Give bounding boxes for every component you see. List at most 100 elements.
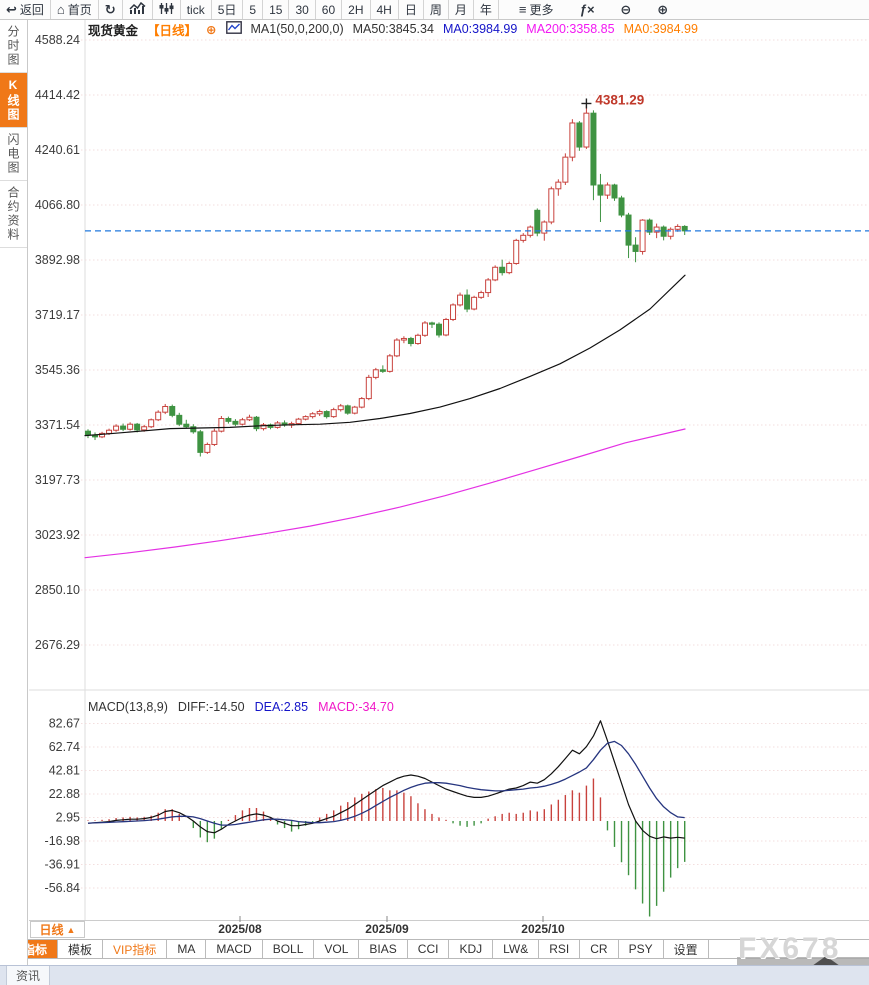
zoom-out-icon: ⊖: [620, 2, 632, 17]
back-arrow-icon: ↩: [6, 2, 17, 17]
toolbar-period-week-button[interactable]: 周: [424, 0, 449, 19]
macd-header-segment-0: MACD(13,8,9): [88, 699, 168, 714]
candlestick-icon: [159, 2, 174, 17]
menu-icon: ≡: [518, 2, 527, 17]
period-selector[interactable]: 日线 ▲: [30, 921, 85, 938]
home-icon: ⌂: [56, 2, 65, 17]
toolbar-period-30-label: 30: [295, 2, 309, 17]
indicator-tab-cr[interactable]: CR: [580, 940, 619, 958]
svg-text:-16.98: -16.98: [45, 834, 80, 848]
chart-frame: [29, 20, 869, 921]
macd-header-segment-2: DEA:2.85: [254, 699, 309, 714]
svg-text:3719.17: 3719.17: [35, 308, 80, 322]
indicator-tab-settings[interactable]: 设置: [664, 940, 709, 958]
period-selector-label: 日线: [39, 923, 64, 937]
indicator-tab-vip-indicators[interactable]: VIP指标: [103, 940, 168, 958]
svg-text:2025/08: 2025/08: [218, 922, 262, 936]
svg-text:2025/10: 2025/10: [521, 922, 565, 936]
svg-text:22.88: 22.88: [49, 787, 80, 801]
toolbar-period-30-button[interactable]: 30: [289, 0, 316, 19]
svg-text:4381.29: 4381.29: [595, 92, 644, 107]
svg-text:62.74: 62.74: [49, 740, 80, 754]
price-header-segment-7: MA200:3358.85: [526, 22, 615, 36]
svg-text:3023.92: 3023.92: [35, 528, 80, 542]
toolbar-period-year-button[interactable]: 年: [474, 0, 499, 19]
toolbar-back-button[interactable]: ↩ 返回: [0, 0, 51, 19]
watermark-triangle-icon: [812, 956, 840, 966]
indicator-tab-templates[interactable]: 模板: [58, 940, 104, 958]
toolbar-zoom-out-button[interactable]: ⊖: [614, 0, 637, 19]
toolbar-more-button[interactable]: ≡ 更多: [513, 0, 560, 19]
indicator-tab-ma[interactable]: MA: [167, 940, 207, 958]
svg-text:2025/09: 2025/09: [365, 922, 409, 936]
price-header-segment-1: 【日线】: [147, 23, 198, 38]
chart-type-sidebar: 分时图 K线图 闪电图 合约资料: [0, 20, 28, 966]
macd-dea-line: [87, 740, 685, 826]
macd-histogram: [87, 778, 686, 917]
status-bar: 资讯: [0, 965, 869, 985]
toolbar-period-2h-button[interactable]: 2H: [342, 0, 371, 19]
news-tab[interactable]: 资讯: [6, 966, 50, 985]
macd-header: MACD(13,8,9) DIFF:-14.50 DEA:2.85 MACD:-34.…: [88, 699, 394, 714]
toolbar-period-60-button[interactable]: 60: [316, 0, 343, 19]
toolbar-back-label: 返回: [19, 3, 44, 17]
toolbar-period-day-button[interactable]: 日: [399, 0, 424, 19]
svg-text:82.67: 82.67: [49, 717, 80, 731]
mini-chart-icon: [225, 21, 242, 37]
toolbar-period-5-button[interactable]: 5: [243, 0, 264, 19]
toolbar-period-15-button[interactable]: 15: [263, 0, 290, 19]
ma200-line: [84, 428, 686, 559]
svg-text:2676.29: 2676.29: [35, 638, 80, 652]
indicator-tab-rsi[interactable]: RSI: [539, 940, 581, 958]
macd-y-axis: 82.67 62.74 42.81 22.88 2.95 -16.98 -36.91 -56.…: [45, 717, 869, 895]
svg-text:2850.10: 2850.10: [35, 583, 80, 597]
candlestick-series[interactable]: [85, 105, 688, 457]
toolbar-home-button[interactable]: ⌂ 首页: [51, 0, 99, 19]
top-toolbar: ↩ 返回 ⌂ 首页 ↻ tick 5日 5 15 30 60 2H 4H 日周月年 ≡ 更多 ƒ× ⊖ ⊕: [0, 0, 869, 20]
svg-text:4240.61: 4240.61: [35, 143, 80, 157]
toolbar-period-2h-label: 2H: [348, 2, 364, 17]
indicator-tab-cci[interactable]: CCI: [408, 940, 450, 958]
indicator-tab-vol[interactable]: VOL: [314, 940, 360, 958]
toolbar-chart-type-candles-button[interactable]: [153, 0, 181, 19]
svg-text:-36.91: -36.91: [45, 858, 80, 872]
toolbar-refresh-button[interactable]: ↻: [99, 0, 123, 19]
indicator-tab-bias[interactable]: BIAS: [359, 940, 408, 958]
sidebar-tab-lightning-chart[interactable]: 闪电图: [0, 128, 27, 181]
price-header-segment-0: 现货黄金: [88, 23, 139, 38]
macd-header-segment-1: DIFF:-14.50: [177, 699, 245, 714]
toolbar-period-week-label: 周: [429, 3, 442, 17]
svg-text:3545.36: 3545.36: [35, 363, 80, 377]
chevron-up-icon: ▲: [66, 924, 76, 935]
circle-plus-icon[interactable]: ⊕: [206, 22, 217, 37]
watermark-bar: [737, 957, 869, 966]
toolbar-period-month-button[interactable]: 月: [449, 0, 474, 19]
indicator-tab-psy[interactable]: PSY: [619, 940, 664, 958]
sidebar-tab-kline-chart[interactable]: K线图: [0, 73, 27, 128]
toolbar-period-4h-button[interactable]: 4H: [371, 0, 399, 19]
toolbar-period-15-label: 15: [269, 2, 283, 17]
refresh-icon: ↻: [104, 2, 116, 17]
svg-text:2.95: 2.95: [56, 811, 80, 825]
toolbar-zoom-in-button[interactable]: ⊕: [651, 0, 674, 19]
svg-text:42.81: 42.81: [49, 764, 80, 778]
toolbar-chart-type-bars-button[interactable]: [123, 0, 153, 19]
indicator-tab-boll[interactable]: BOLL: [263, 940, 315, 958]
indicator-tab-kdj[interactable]: KDJ: [449, 940, 494, 958]
price-y-axis: 4588.24 4414.42 4240.61 4066.80 3892.98 3719.…: [35, 33, 869, 652]
sidebar-tab-timeline-chart[interactable]: 分时图: [0, 20, 27, 73]
price-header-segment-8: MA0:3984.99: [623, 22, 698, 36]
price-header-segment-6: MA0:3984.99: [442, 22, 518, 36]
sidebar-tab-contract-info[interactable]: 合约资料: [0, 181, 27, 248]
toolbar-period-5d-button[interactable]: 5日: [212, 0, 244, 19]
macd-diff-line: [87, 720, 685, 840]
indicator-tab-lw[interactable]: LW&: [493, 940, 540, 958]
svg-text:4588.24: 4588.24: [35, 33, 80, 47]
indicator-tab-macd[interactable]: MACD: [206, 940, 263, 958]
toolbar-fx-functions-button[interactable]: ƒ×: [574, 0, 601, 19]
macd-header-segment-3: MACD:-34.70: [318, 699, 394, 714]
toolbar-period-day-label: 日: [404, 3, 417, 17]
price-chart-header: 现货黄金 【日线】 ⊕ MA1(50,0,200,0) MA50:3845.34 MA0:…: [88, 21, 698, 38]
toolbar-period-tick-button[interactable]: tick: [181, 0, 212, 19]
